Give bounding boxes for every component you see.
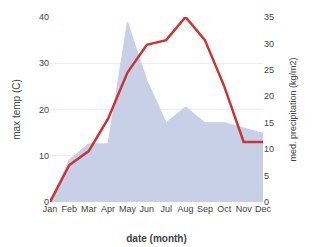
svg-text:35: 35 [264,12,274,22]
svg-text:Oct: Oct [217,204,232,214]
svg-text:Jul: Jul [160,204,172,214]
svg-text:5: 5 [264,171,269,181]
svg-text:0: 0 [44,197,49,207]
svg-text:med. precipitation (kg/m2): med. precipitation (kg/m2) [288,57,298,161]
svg-text:0: 0 [264,197,269,207]
svg-text:15: 15 [264,118,274,128]
svg-text:Feb: Feb [62,204,78,214]
svg-text:Sep: Sep [197,204,213,214]
svg-text:40: 40 [39,12,49,22]
svg-text:30: 30 [39,58,49,68]
svg-text:date (month): date (month) [126,233,187,244]
svg-text:10: 10 [264,144,274,154]
svg-text:Aug: Aug [178,204,194,214]
svg-text:25: 25 [264,65,274,75]
svg-text:Jun: Jun [140,204,155,214]
svg-text:Dec: Dec [255,204,272,214]
svg-text:Nov: Nov [236,204,253,214]
svg-text:max temp (C): max temp (C) [11,79,22,140]
svg-text:Mar: Mar [81,204,97,214]
svg-text:Jan: Jan [43,204,58,214]
svg-text:20: 20 [39,105,49,115]
svg-text:10: 10 [39,151,49,161]
svg-text:Apr: Apr [101,204,115,214]
svg-text:20: 20 [264,91,274,101]
svg-text:May: May [119,204,137,214]
svg-text:30: 30 [264,39,274,49]
